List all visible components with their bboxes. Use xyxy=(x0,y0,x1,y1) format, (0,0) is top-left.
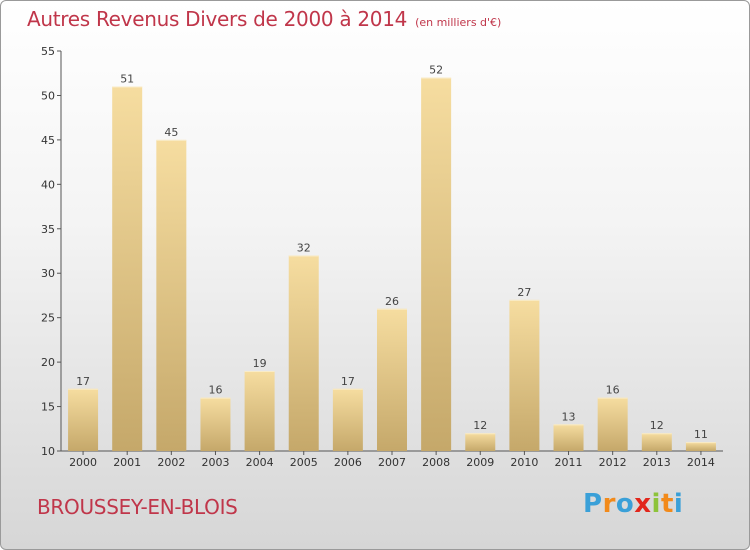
bar xyxy=(598,398,628,451)
bar xyxy=(289,255,319,451)
brand-logo-letter: o xyxy=(616,489,634,519)
brand-logo-letter: t xyxy=(661,489,674,519)
x-tick-label: 2013 xyxy=(643,456,671,469)
bar xyxy=(465,433,495,451)
brand-logo-letter: x xyxy=(634,489,651,519)
y-tick-label: 50 xyxy=(41,89,55,102)
bar-value-label: 16 xyxy=(208,384,222,397)
brand-logo-letter: r xyxy=(603,489,616,519)
x-tick-label: 2005 xyxy=(290,456,318,469)
x-tick-label: 2011 xyxy=(555,456,583,469)
bar xyxy=(554,424,584,451)
bar xyxy=(112,87,142,451)
location-name: BROUSSEY-EN-BLOIS xyxy=(37,495,238,519)
bar xyxy=(642,433,672,451)
brand-logo: Proxiti xyxy=(583,489,683,519)
y-tick-label: 15 xyxy=(41,401,55,414)
chart-y-labels: 10 15 20 25 30 35 40 45 50 55 xyxy=(41,45,55,458)
y-tick-label: 45 xyxy=(41,134,55,147)
brand-logo-letter: i xyxy=(652,489,661,519)
bar-value-label: 12 xyxy=(473,419,487,432)
y-tick-label: 25 xyxy=(41,312,55,325)
bar-value-label: 51 xyxy=(120,73,134,86)
bar-value-label: 27 xyxy=(517,286,531,299)
y-tick-label: 40 xyxy=(41,178,55,191)
x-tick-label: 2009 xyxy=(466,456,494,469)
bar-value-label: 17 xyxy=(76,375,90,388)
x-tick-label: 2012 xyxy=(599,456,627,469)
x-tick-label: 2004 xyxy=(246,456,274,469)
bar-value-label: 19 xyxy=(253,357,267,370)
brand-logo-letter: P xyxy=(583,489,603,519)
bar-value-label: 26 xyxy=(385,295,399,308)
bar-value-label: 32 xyxy=(297,241,311,254)
x-tick-label: 2014 xyxy=(687,456,715,469)
y-tick-label: 55 xyxy=(41,45,55,58)
x-tick-label: 2000 xyxy=(69,456,97,469)
y-tick-label: 35 xyxy=(41,223,55,236)
bar-value-label: 52 xyxy=(429,64,443,77)
x-tick-label: 2001 xyxy=(113,456,141,469)
bar-value-label: 13 xyxy=(562,410,576,423)
bar xyxy=(377,309,407,451)
x-tick-label: 2002 xyxy=(157,456,185,469)
brand-logo-letter: i xyxy=(674,489,683,519)
y-tick-label: 30 xyxy=(41,267,55,280)
bar xyxy=(686,442,716,451)
x-tick-label: 2008 xyxy=(422,456,450,469)
bar-value-label: 45 xyxy=(164,126,178,139)
bar-value-label: 16 xyxy=(606,384,620,397)
bar xyxy=(156,140,186,451)
bar xyxy=(333,389,363,451)
bar-value-label: 11 xyxy=(694,428,708,441)
bar-value-label: 17 xyxy=(341,375,355,388)
y-tick-label: 20 xyxy=(41,356,55,369)
x-tick-label: 2006 xyxy=(334,456,362,469)
bar xyxy=(421,78,451,451)
bar xyxy=(68,389,98,451)
x-tick-label: 2010 xyxy=(510,456,538,469)
bar xyxy=(245,371,275,451)
bar-value-label: 12 xyxy=(650,419,664,432)
bar xyxy=(509,300,539,451)
chart-x-labels: 2000 2001 2002 2003 2004 2005 2006 2007 2008 2009… xyxy=(69,456,715,469)
x-tick-label: 2003 xyxy=(201,456,229,469)
bar xyxy=(200,398,230,451)
x-tick-label: 2007 xyxy=(378,456,406,469)
y-tick-label: 10 xyxy=(41,445,55,458)
